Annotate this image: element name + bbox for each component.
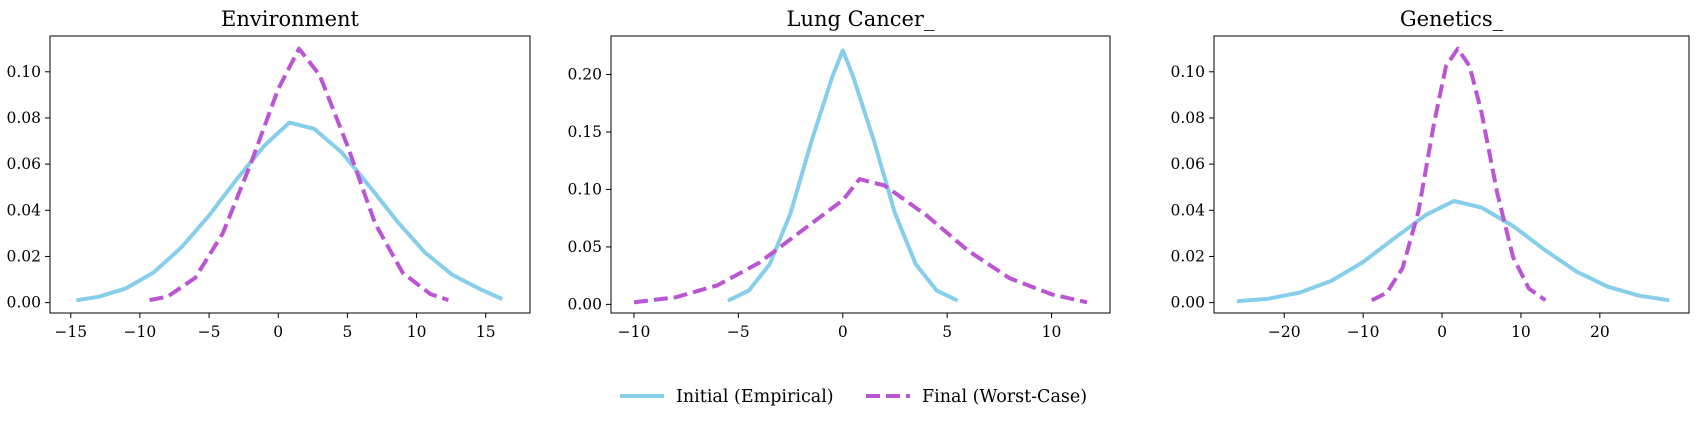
x-tick-label: −20 bbox=[1268, 323, 1301, 341]
x-tick-label: 15 bbox=[476, 323, 496, 341]
y-tick-label: 0.15 bbox=[567, 123, 602, 141]
axes-frame bbox=[49, 35, 531, 314]
x-tick-label: −10 bbox=[618, 323, 651, 341]
y-tick-label: 0.00 bbox=[567, 295, 602, 313]
y-tick-label: 0.10 bbox=[1170, 63, 1205, 81]
y-tick-label: 0.02 bbox=[1170, 247, 1205, 265]
y-tick-label: 0.04 bbox=[1170, 201, 1205, 219]
y-tick-label: 0.10 bbox=[567, 180, 602, 198]
x-tick-label: −5 bbox=[727, 323, 750, 341]
series-line-initial bbox=[1236, 199, 1670, 304]
x-tick-label: 0 bbox=[1437, 323, 1447, 341]
y-tick-label: 0.10 bbox=[6, 63, 41, 81]
y-tick-label: 0.00 bbox=[6, 294, 41, 312]
x-tick-label: 10 bbox=[407, 323, 427, 341]
x-tick-label: 5 bbox=[942, 323, 952, 341]
x-tick-label: 0 bbox=[838, 323, 848, 341]
axes-frame bbox=[610, 35, 1111, 314]
chart-panel-3: −20 −10 0 10 20 0.00 0.02 0.04 0.06 0.08 0.10 Genet… bbox=[1170, 7, 1690, 341]
y-tick-label: 0.06 bbox=[1170, 155, 1205, 173]
series-line-final bbox=[633, 177, 1088, 305]
y-tick-label: 0.20 bbox=[567, 66, 602, 84]
legend-initial-label: Initial (Empirical) bbox=[676, 387, 834, 407]
chart-title: Lung Cancer_ bbox=[787, 7, 935, 31]
legend: Initial (Empirical) Final (Worst-Case) bbox=[620, 387, 1087, 407]
series-line-initial bbox=[727, 48, 959, 303]
axes-frame bbox=[1213, 35, 1690, 314]
chart-panel-1: −15 −10 −5 0 5 10 15 0.00 0.02 0.04 0.06 0.08 0.10 En… bbox=[6, 7, 531, 341]
legend-final-label: Final (Worst-Case) bbox=[922, 387, 1087, 407]
y-tick-label: 0.08 bbox=[1170, 109, 1205, 127]
series-line-initial bbox=[75, 120, 504, 303]
chart-title: Environment bbox=[221, 7, 360, 31]
y-tick-label: 0.06 bbox=[6, 155, 41, 173]
y-tick-label: 0.05 bbox=[567, 238, 602, 256]
x-tick-label: −10 bbox=[1347, 323, 1380, 341]
chart-panels: −15 −10 −5 0 5 10 15 0.00 0.02 0.04 0.06 0.08 0.10 En… bbox=[6, 7, 1690, 341]
x-tick-label: 10 bbox=[1042, 323, 1062, 341]
x-tick-label: 10 bbox=[1511, 323, 1531, 341]
series-line-final bbox=[149, 46, 450, 303]
x-tick-label: 0 bbox=[273, 323, 283, 341]
x-tick-label: −10 bbox=[124, 323, 157, 341]
series-line-final bbox=[1370, 46, 1547, 303]
x-tick-label: −5 bbox=[198, 323, 221, 341]
chart-title: Genetics_ bbox=[1400, 7, 1504, 31]
y-tick-label: 0.08 bbox=[6, 109, 41, 127]
x-tick-label: 20 bbox=[1590, 323, 1610, 341]
x-tick-label: −15 bbox=[54, 323, 87, 341]
y-tick-label: 0.00 bbox=[1170, 294, 1205, 312]
y-tick-label: 0.04 bbox=[6, 201, 41, 219]
y-tick-label: 0.02 bbox=[6, 247, 41, 265]
x-tick-label: 5 bbox=[342, 323, 352, 341]
chart-panel-2: −10 −5 0 5 10 0.00 0.05 0.10 0.15 0.20 Lung Cancer… bbox=[567, 7, 1111, 341]
